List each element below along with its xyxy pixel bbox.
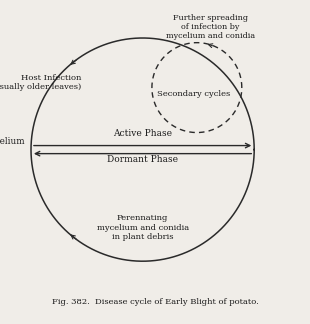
Text: Active Phase: Active Phase: [113, 129, 172, 138]
Text: Secondary cycles: Secondary cycles: [157, 90, 230, 98]
Text: Dormant Phase: Dormant Phase: [107, 155, 178, 164]
Text: Host Infection
(usually older leaves): Host Infection (usually older leaves): [0, 74, 81, 91]
Text: Mycelium: Mycelium: [0, 137, 25, 146]
Text: Perennating
mycelium and conidia
in plant debris: Perennating mycelium and conidia in plan…: [96, 214, 189, 241]
Text: Further spreading
of infection by
mycelium and conidia: Further spreading of infection by myceli…: [166, 14, 255, 40]
Text: Fig. 382.  Disease cycle of Early Blight of potato.: Fig. 382. Disease cycle of Early Blight …: [52, 298, 258, 306]
